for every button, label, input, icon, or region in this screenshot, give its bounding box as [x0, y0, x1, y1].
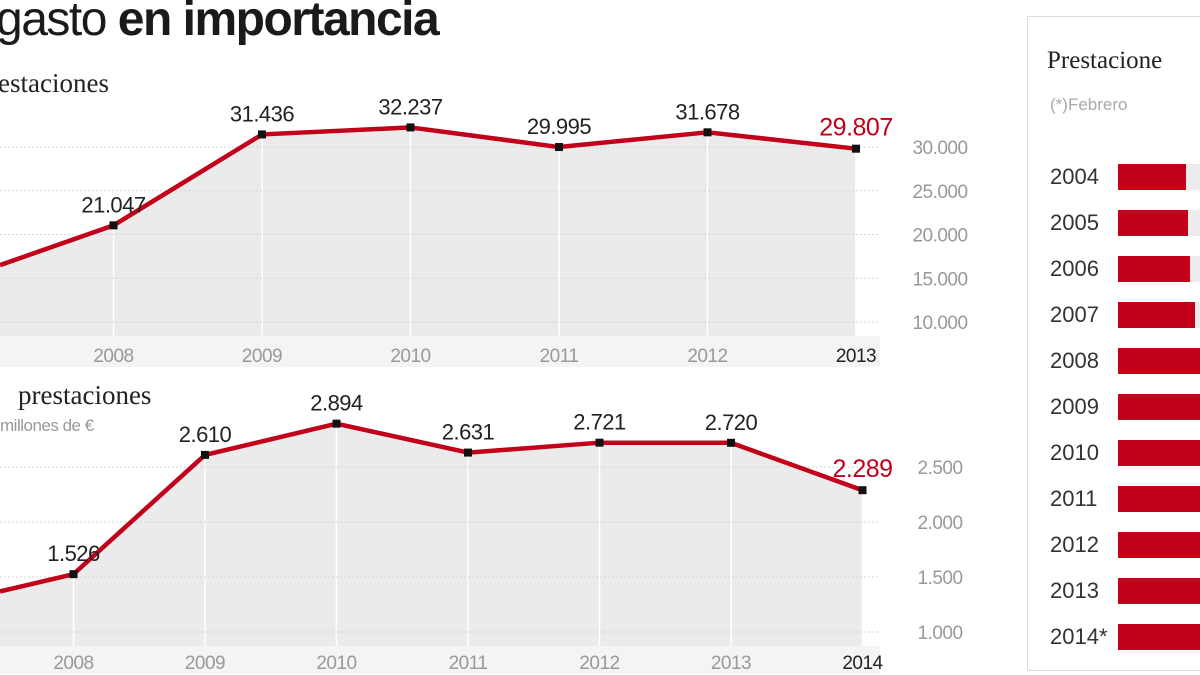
chart1-marker — [852, 144, 860, 153]
bar-year-label: 2009 — [1050, 394, 1099, 419]
chart2-xtick: 2009 — [185, 653, 225, 674]
bar — [1118, 164, 1186, 190]
chart2-data-label: 2.720 — [705, 410, 758, 435]
chart2-xtick: 2008 — [53, 653, 93, 674]
bar — [1118, 394, 1200, 420]
chart2-data-label: 2.721 — [573, 410, 626, 435]
chart2-data-label: 2.610 — [179, 422, 232, 447]
chart2-data-label: 2.631 — [442, 420, 495, 445]
bar-row: 2010 — [1050, 440, 1200, 466]
chart1-marker — [258, 130, 266, 139]
chart2-ytick: 1.000 — [917, 623, 962, 644]
chart2-marker — [332, 419, 341, 428]
chart2-line — [0, 421, 864, 594]
chart2-marker — [464, 448, 472, 457]
bar — [1118, 624, 1200, 650]
bar-row: 2011 — [1050, 486, 1200, 512]
bar-row: 2008 — [1050, 348, 1200, 374]
chart1-data-label: 32.237 — [378, 94, 443, 119]
chart2-xaxis-band — [0, 646, 880, 674]
chart2-title: prestaciones — [18, 380, 152, 410]
chart1-area — [0, 127, 856, 337]
chart1-marker — [555, 143, 563, 152]
chart2-unit: millones de € — [0, 416, 94, 435]
page-title: gasto en importancia — [0, 0, 440, 47]
chart2-marker — [69, 570, 78, 579]
bar — [1118, 210, 1188, 236]
chart1-title: estaciones — [0, 68, 109, 98]
chart1-data-label: 29.807 — [819, 114, 892, 142]
chart1-ytick: 15.000 — [912, 269, 967, 290]
chart1-marker — [703, 128, 712, 137]
bar — [1118, 486, 1200, 512]
chart2-area — [0, 423, 863, 646]
bar — [1118, 302, 1195, 328]
chart2-data-label: 2.894 — [310, 391, 363, 416]
chart1-data-label: 31.436 — [230, 101, 295, 126]
bar-year-label: 2013 — [1050, 578, 1099, 603]
chart1-xaxis-band — [0, 336, 880, 367]
chart1-data-label: 31.678 — [675, 99, 740, 124]
chart1-ytick: 10.000 — [912, 313, 967, 334]
chart2-xtick: 2012 — [579, 653, 619, 674]
chart2-xtick: 2010 — [316, 653, 356, 674]
bar-row: 2006 — [1050, 256, 1200, 282]
chart2-marker — [201, 450, 209, 459]
bar — [1118, 256, 1190, 282]
title-light: gasto — [0, 0, 107, 46]
bar-year-label: 2004 — [1050, 164, 1099, 189]
chart2-data-label: 2.289 — [832, 455, 892, 483]
chart2-ytick: 1.500 — [917, 568, 962, 589]
bar-panel-title: Prestacione — [1047, 47, 1163, 74]
chart1-ytick: 30.000 — [912, 138, 967, 159]
bar-row: 2007 — [1050, 302, 1200, 328]
bar-year-label: 2014* — [1050, 624, 1108, 649]
chart1-xtick: 2012 — [687, 346, 727, 367]
chart1-marker — [406, 123, 415, 132]
chart2-xtick: 2011 — [449, 653, 488, 674]
bar — [1118, 348, 1200, 374]
bar-year-label: 2012 — [1050, 532, 1099, 557]
title-bold: en importancia — [117, 0, 440, 46]
chart2-xtick: 2013 — [711, 653, 751, 674]
bar-year-label: 2008 — [1050, 348, 1099, 373]
chart1-marker — [109, 221, 118, 230]
bar-panel-note: (*)Febrero — [1050, 95, 1128, 114]
chart1-data-label: 21.047 — [81, 192, 146, 217]
chart2-marker — [595, 438, 604, 447]
bar-row: 2005 — [1050, 210, 1200, 236]
bar-year-label: 2006 — [1050, 256, 1099, 281]
chart2-ytick: 2.000 — [917, 513, 962, 534]
chart2-data-label: 1.526 — [47, 541, 100, 566]
bar-row: 2014* — [1050, 624, 1200, 650]
chart1-xtick: 2011 — [540, 346, 579, 367]
chart2-xtick: 2014 — [842, 653, 883, 674]
bar — [1118, 440, 1200, 466]
chart1-ytick: 20.000 — [912, 226, 967, 247]
bar-year-label: 2010 — [1050, 440, 1099, 465]
chart2-marker — [727, 438, 735, 447]
bar-row: 2009 — [1050, 394, 1200, 420]
chart2-marker — [858, 486, 867, 495]
chart1-data-label: 29.995 — [527, 114, 592, 139]
bar-year-label: 2007 — [1050, 302, 1099, 327]
chart1-xtick: 2009 — [242, 346, 282, 367]
chart2-ytick: 2.500 — [917, 458, 962, 479]
chart1-xtick: 2013 — [836, 346, 876, 367]
bar-year-label: 2005 — [1050, 210, 1099, 235]
bar-year-label: 2011 — [1050, 486, 1098, 511]
line-charts: 30.000 25.000 20.000 15.000 10.000 21.047 31.4… — [0, 94, 968, 674]
chart1-xtick: 2008 — [93, 346, 133, 367]
bar — [1118, 578, 1200, 604]
bar-panel: Prestacione (*)Febrero 2004 2005 2006 2007 2… — [1027, 16, 1200, 671]
bar-row: 2013 — [1050, 578, 1200, 604]
bar-row: 2012 — [1050, 532, 1200, 558]
bar — [1118, 532, 1200, 558]
chart1-ytick: 25.000 — [912, 182, 967, 203]
bar-row: 2004 — [1050, 164, 1200, 190]
chart1-xtick: 2010 — [390, 346, 430, 367]
